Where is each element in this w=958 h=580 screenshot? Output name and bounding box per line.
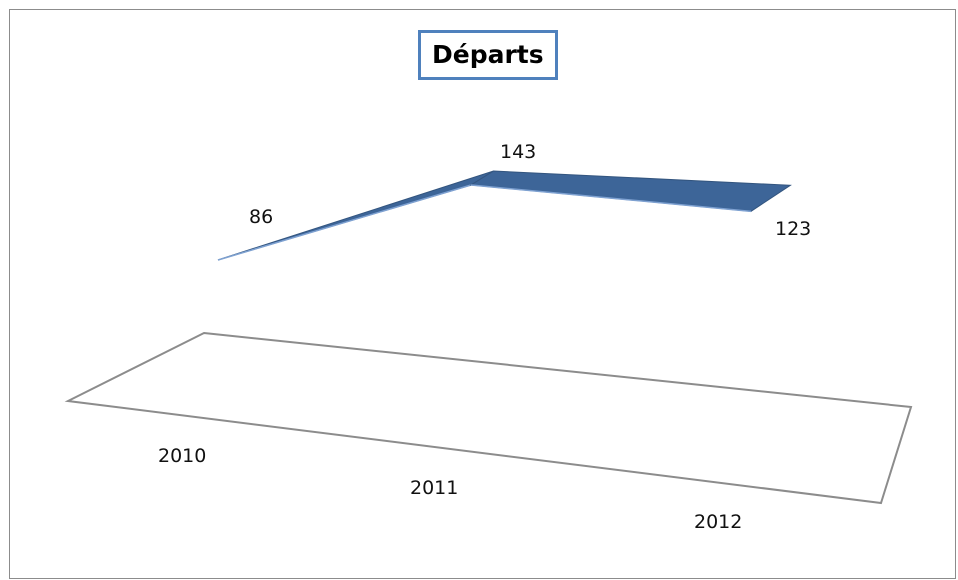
data-label-2012: 123 <box>775 218 811 240</box>
ribbon-segment-2011-2012 <box>471 171 790 211</box>
x-tick-label-2012: 2012 <box>694 511 742 533</box>
x-tick-label-2011: 2011 <box>410 477 458 499</box>
chart-floor <box>68 333 911 503</box>
x-tick-label-2010: 2010 <box>158 445 206 467</box>
data-label-2011: 143 <box>500 141 536 163</box>
data-label-2010: 86 <box>249 206 273 228</box>
